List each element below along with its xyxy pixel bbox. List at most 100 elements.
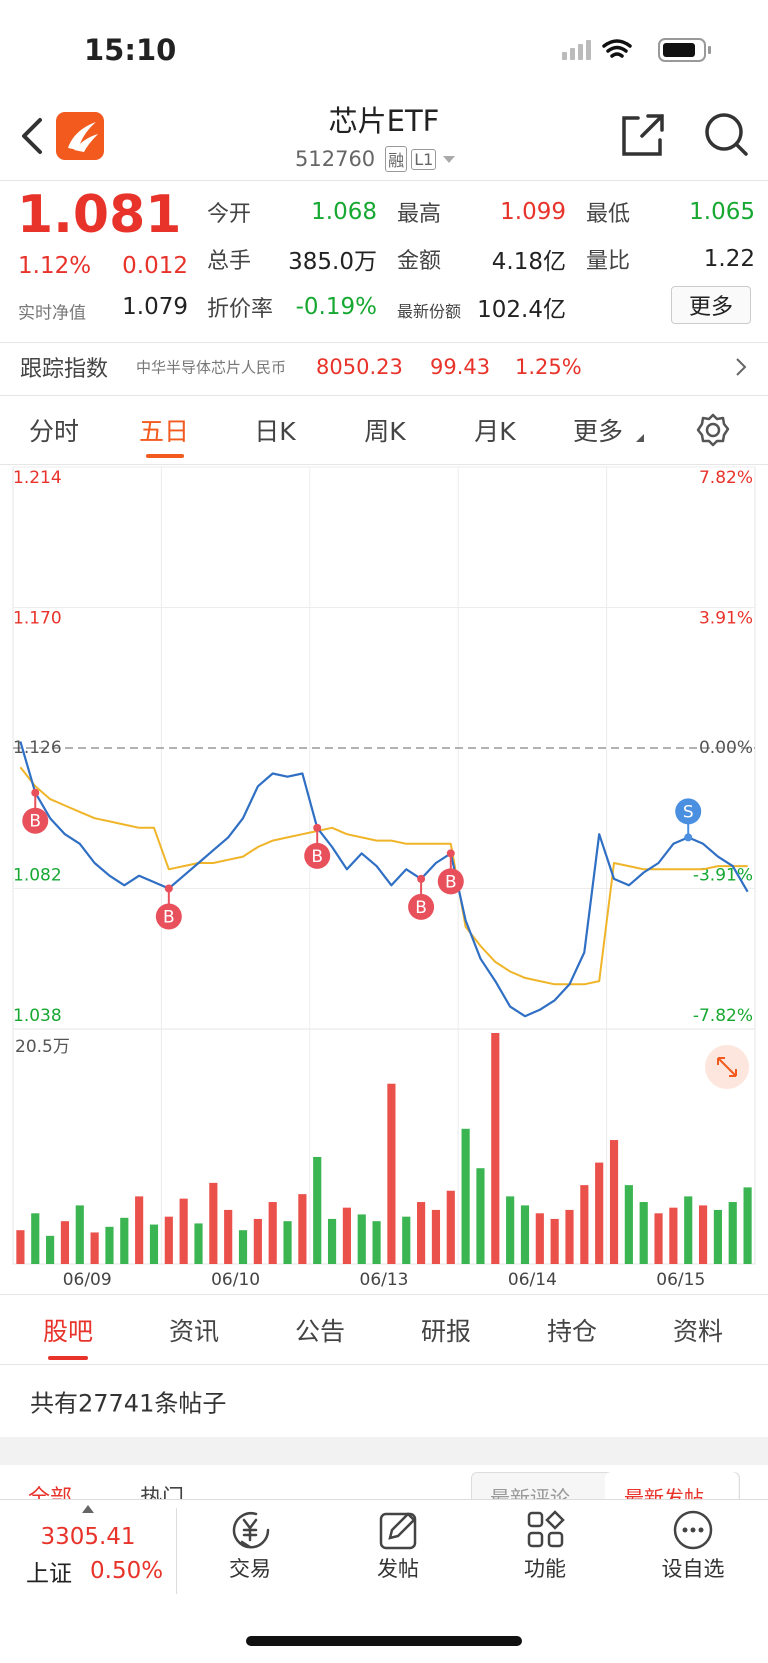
volume-bar: [313, 1156, 322, 1264]
chart-tab[interactable]: 周K: [364, 417, 406, 446]
trade-marker-label: B: [415, 898, 427, 918]
bottom-item[interactable]: 设自选: [661, 1557, 725, 1581]
volume-tick-label: 20.5万: [15, 1037, 70, 1057]
volume-bar: [224, 1209, 233, 1264]
volume-bar: [46, 1235, 55, 1264]
marker-dot: [164, 884, 173, 893]
volume-bar: [491, 1033, 500, 1264]
expand-icon: [717, 1057, 737, 1077]
marker-dot: [417, 874, 426, 883]
x-tick-label: 06/14: [508, 1270, 557, 1290]
divider: [0, 342, 768, 343]
volume-bar: [654, 1213, 663, 1264]
marker-dot: [313, 823, 322, 832]
volume-bar: [194, 1223, 203, 1264]
section-tab[interactable]: 持仓: [546, 1317, 598, 1346]
index-pct: 0.50%: [90, 1558, 164, 1584]
function-icon[interactable]: [527, 1511, 544, 1528]
volume-bar: [728, 1202, 737, 1264]
last-price: 1.081: [17, 185, 182, 245]
field-value: 1.065: [689, 199, 755, 225]
volume-bar: [268, 1202, 277, 1264]
settings-icon[interactable]: [695, 412, 731, 448]
volume-bar: [417, 1202, 426, 1264]
spacer: [0, 1437, 768, 1465]
volume-bar: [253, 1218, 262, 1264]
volume-bar: [743, 1187, 752, 1264]
five-day-chart: 1.214 1.170 1.126 1.082 1.038 7.82% 3.91% 0.00%…: [12, 466, 756, 1290]
track-change: 99.43: [430, 355, 491, 379]
watchlist-icon[interactable]: [673, 1510, 713, 1550]
y-tick-label: 1.038: [13, 1006, 62, 1026]
index-name: 上证: [26, 1561, 72, 1587]
x-tick-label: 06/13: [360, 1270, 409, 1290]
volume-bar: [387, 1083, 396, 1264]
chart-tab[interactable]: 更多: [572, 417, 624, 446]
divider: [0, 1294, 768, 1295]
volume-bar: [31, 1213, 40, 1264]
search-icon[interactable]: [705, 113, 748, 156]
status-time: 15:10: [84, 33, 177, 67]
volume-bar: [60, 1221, 70, 1264]
y2-tick-label: 7.82%: [699, 468, 753, 488]
y-tick-label: 1.214: [13, 468, 62, 488]
section-tab[interactable]: 资讯: [168, 1317, 220, 1346]
x-tick-label: 06/09: [63, 1270, 112, 1290]
status-icons: [562, 38, 711, 62]
track-pct: 1.25%: [515, 355, 582, 379]
volume-bar: [327, 1218, 337, 1264]
volume-bar: [580, 1185, 589, 1264]
marker-dot: [684, 833, 693, 842]
home-indicator: [246, 1636, 522, 1646]
chevron[interactable]: [734, 356, 748, 378]
volume-bar: [16, 1230, 25, 1264]
divider: [0, 395, 768, 396]
trade-icon[interactable]: [232, 1512, 270, 1549]
volume-bar: [431, 1209, 441, 1264]
post-icon[interactable]: [379, 1512, 417, 1550]
trade-marker: [304, 842, 331, 869]
volume-bar: [506, 1196, 515, 1264]
share-icon[interactable]: [622, 114, 664, 156]
field-label: 总手: [207, 249, 252, 274]
chart-tab[interactable]: 分时: [28, 417, 80, 446]
trade-marker: [408, 893, 435, 920]
dropdown-arrow[interactable]: [440, 153, 458, 165]
field-value: 4.18亿: [491, 249, 566, 275]
section-tab[interactable]: 公告: [294, 1317, 346, 1346]
bottom-item[interactable]: 交易: [229, 1557, 271, 1581]
stock-code: 512760: [295, 147, 376, 171]
trade-marker: [155, 903, 182, 930]
trade-marker-label: B: [29, 812, 41, 832]
volume-bar: [209, 1182, 218, 1264]
field-value: 1.22: [703, 246, 755, 272]
field-label: 金额: [397, 249, 442, 274]
chart-tab[interactable]: 日K: [254, 417, 296, 446]
y2-tick-label: -3.91%: [693, 866, 753, 886]
volume-bar: [75, 1205, 84, 1264]
section-tab[interactable]: 资料: [672, 1317, 724, 1346]
post-count: 共有27741条帖子: [30, 1389, 227, 1418]
bottom-icons: [232, 1510, 713, 1550]
field-label: 最新份额: [397, 302, 462, 321]
section-tab[interactable]: 股吧: [42, 1317, 94, 1346]
y2-tick-label: -7.82%: [693, 1006, 753, 1026]
volume-bar: [595, 1162, 604, 1264]
volume-bar: [550, 1218, 559, 1264]
nav-value: 1.079: [122, 294, 188, 320]
dropdown-arrow: [636, 434, 644, 442]
trade-marker-label: S: [683, 802, 694, 822]
index-value: 3305.41: [40, 1524, 136, 1550]
bottom-item[interactable]: 发帖: [377, 1557, 419, 1581]
back-icon[interactable]: [22, 118, 42, 154]
badge: L1: [411, 148, 437, 170]
volume-bar: [461, 1128, 470, 1264]
chart-tab[interactable]: 月K: [474, 417, 516, 446]
field-label: 最低: [586, 202, 631, 227]
more-button[interactable]: 更多: [671, 286, 751, 324]
tab-underline: [146, 454, 184, 458]
section-tab[interactable]: 研报: [420, 1317, 472, 1346]
chart-tab-active[interactable]: 五日: [138, 417, 190, 446]
bottom-item[interactable]: 功能: [524, 1557, 566, 1581]
